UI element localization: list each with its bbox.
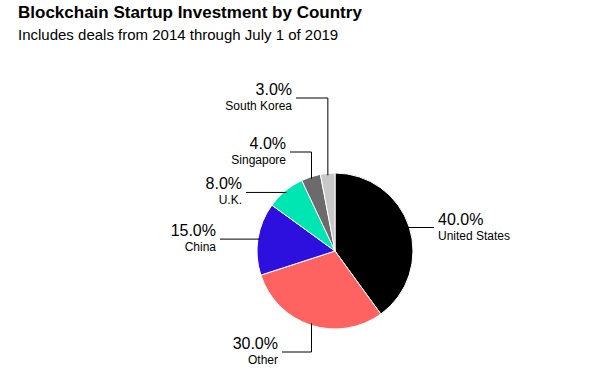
svg-text:Singapore: Singapore <box>231 153 286 167</box>
html-text:Blockchain Startup Investment: Blockchain Startup Investment by Country <box>18 3 362 22</box>
svg-text:4.0%: 4.0% <box>250 135 286 152</box>
svg-text:China: China <box>185 240 217 254</box>
svg-text:Other: Other <box>248 353 278 367</box>
html-text:Includes deals from 2014 throu: Includes deals from 2014 through July 1 … <box>18 26 339 43</box>
svg-text:40.0%: 40.0% <box>438 211 483 228</box>
svg-text:30.0%: 30.0% <box>233 335 278 352</box>
svg-text:South Korea: South Korea <box>225 99 292 113</box>
svg-text:United States: United States <box>438 229 510 243</box>
svg-text:3.0%: 3.0% <box>256 81 292 98</box>
svg-text:U.K.: U.K. <box>219 193 242 207</box>
svg-text:8.0%: 8.0% <box>206 175 242 192</box>
svg-text:15.0%: 15.0% <box>171 222 216 239</box>
